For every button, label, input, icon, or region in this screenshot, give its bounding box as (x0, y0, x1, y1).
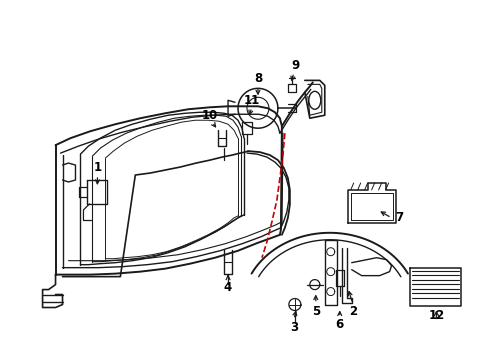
Text: 8: 8 (253, 72, 262, 85)
Text: 12: 12 (427, 309, 444, 322)
Text: 2: 2 (348, 305, 356, 318)
Text: 11: 11 (244, 94, 260, 107)
Text: 3: 3 (289, 321, 297, 334)
Text: 6: 6 (335, 318, 343, 331)
Text: 1: 1 (93, 161, 102, 174)
Text: 5: 5 (311, 305, 319, 318)
Text: 9: 9 (291, 59, 299, 72)
Text: 7: 7 (395, 211, 403, 224)
Text: 4: 4 (224, 281, 232, 294)
Text: 10: 10 (202, 109, 218, 122)
